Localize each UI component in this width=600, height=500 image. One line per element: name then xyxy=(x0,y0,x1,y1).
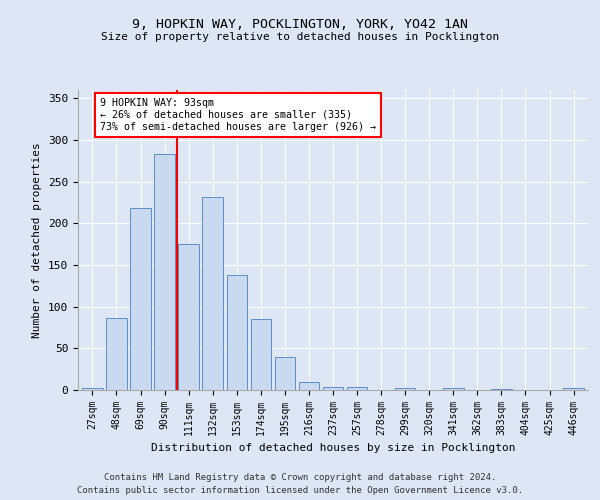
Bar xyxy=(299,382,319,390)
Bar xyxy=(130,208,151,390)
Text: 9, HOPKIN WAY, POCKLINGTON, YORK, YO42 1AN: 9, HOPKIN WAY, POCKLINGTON, YORK, YO42 1… xyxy=(132,18,468,30)
X-axis label: Distribution of detached houses by size in Pocklington: Distribution of detached houses by size … xyxy=(151,444,515,454)
Bar xyxy=(178,244,199,390)
Y-axis label: Number of detached properties: Number of detached properties xyxy=(32,142,43,338)
Bar xyxy=(563,388,584,390)
Bar xyxy=(251,319,271,390)
Bar xyxy=(443,388,464,390)
Bar xyxy=(347,386,367,390)
Bar xyxy=(395,388,415,390)
Bar xyxy=(323,386,343,390)
Text: Contains HM Land Registry data © Crown copyright and database right 2024.: Contains HM Land Registry data © Crown c… xyxy=(104,472,496,482)
Bar xyxy=(491,389,512,390)
Bar xyxy=(227,275,247,390)
Text: Size of property relative to detached houses in Pocklington: Size of property relative to detached ho… xyxy=(101,32,499,42)
Text: Contains public sector information licensed under the Open Government Licence v3: Contains public sector information licen… xyxy=(77,486,523,495)
Text: 9 HOPKIN WAY: 93sqm
← 26% of detached houses are smaller (335)
73% of semi-detac: 9 HOPKIN WAY: 93sqm ← 26% of detached ho… xyxy=(100,98,376,132)
Bar xyxy=(82,388,103,390)
Bar xyxy=(154,154,175,390)
Bar xyxy=(275,356,295,390)
Bar xyxy=(106,318,127,390)
Bar xyxy=(202,196,223,390)
